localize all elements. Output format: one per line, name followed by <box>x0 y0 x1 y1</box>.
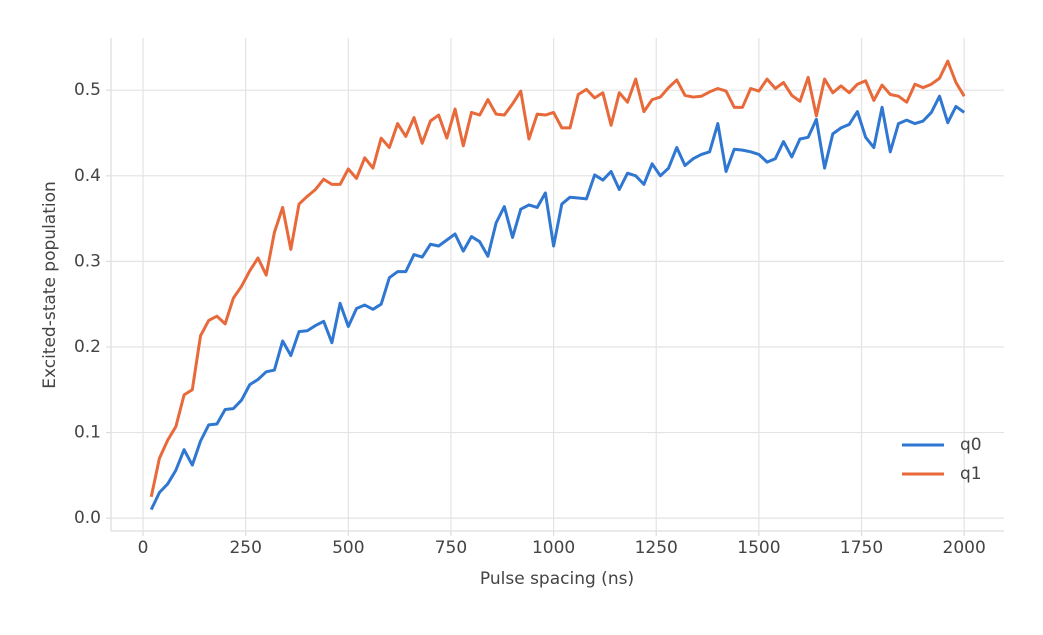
line-series <box>149 94 966 511</box>
y-tick-label: 0.1 <box>74 423 101 443</box>
legend-label: q1 <box>960 464 982 484</box>
y-axis-label: Excited-state population <box>40 181 60 389</box>
grid <box>111 38 1004 531</box>
x-tick-label: 1750 <box>840 538 883 558</box>
line-series <box>149 59 966 498</box>
y-tick-label: 0.4 <box>74 166 101 186</box>
y-tick-label: 0.5 <box>74 80 101 100</box>
x-tick-label: 1500 <box>737 538 780 558</box>
x-tick-label: 750 <box>435 538 467 558</box>
y-tick-label: 0.3 <box>74 251 101 271</box>
y-tick-label: 0.2 <box>74 337 101 357</box>
y-tick-label: 0.0 <box>74 508 101 528</box>
x-tick-label: 1250 <box>635 538 678 558</box>
legend-label: q0 <box>960 435 982 455</box>
x-axis-label: Pulse spacing (ns) <box>480 569 634 589</box>
x-tick-label: 0 <box>138 538 149 558</box>
x-tick-label: 250 <box>229 538 261 558</box>
x-tick-label: 2000 <box>943 538 986 558</box>
x-tick-label: 1000 <box>532 538 575 558</box>
x-tick-label: 500 <box>332 538 364 558</box>
